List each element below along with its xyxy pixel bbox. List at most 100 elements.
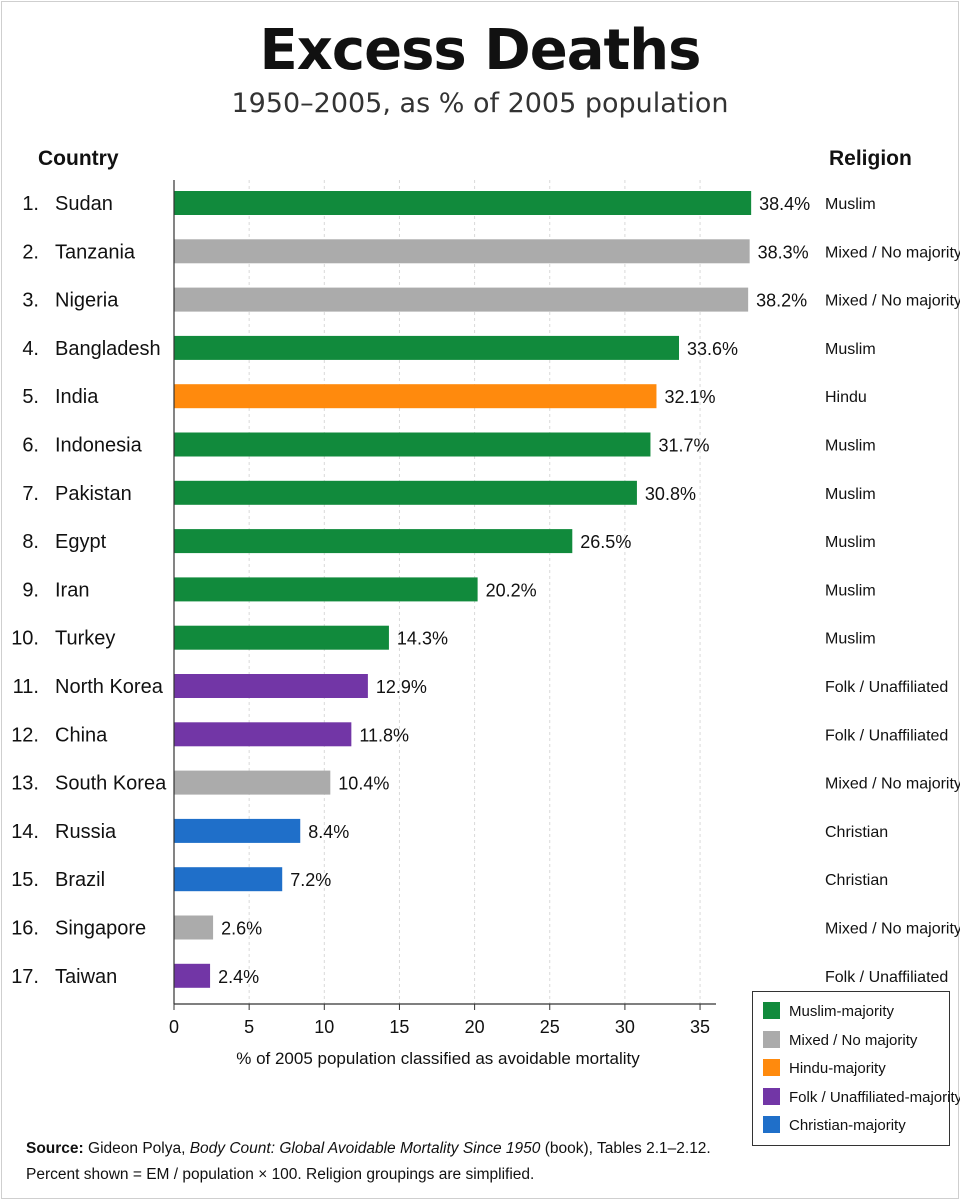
x-axis-label: % of 2005 population classified as avoid… [236,1049,640,1068]
rank-label: 12. [11,724,39,746]
rank-label: 4. [22,338,39,360]
legend-swatch [763,1116,780,1133]
country-label: Bangladesh [55,338,161,360]
legend: Muslim-majority Mixed / No majority Hindu-… [752,991,960,1146]
religion-label: Folk / Unaffiliated [825,679,948,696]
rank-label: 10. [11,628,39,650]
value-label: 11.8% [359,725,409,745]
chart-title: Excess Deaths [259,18,702,83]
country-label: Turkey [55,628,115,650]
legend-label: Muslim-majority [789,1003,894,1020]
legend-item: Christian-majority [763,1116,906,1134]
religion-label: Muslim [825,534,876,551]
bar [174,384,657,409]
value-label: 26.5% [580,532,631,552]
religion-label: Christian [825,872,888,889]
legend-swatch [763,1030,780,1048]
x-tick-label: 25 [540,1017,560,1037]
bar [174,674,368,698]
legend-swatch [763,1059,780,1076]
bar [174,963,211,988]
country-label: North Korea [55,676,164,698]
bar [174,818,301,843]
legend-label: Hindu-majority [789,1060,886,1077]
country-label: South Korea [55,773,167,795]
value-label: 7.2% [290,870,331,890]
source-book: Body Count: Global Avoidable Mortality S… [189,1140,541,1157]
rank-label: 16. [11,918,39,940]
value-label: 8.4% [308,822,349,842]
religion-label: Muslim [825,582,876,599]
religion-label: Mixed / No majority [825,921,960,938]
bar [174,867,283,892]
value-label: 2.6% [221,919,262,939]
legend-item: Mixed / No majority [763,1030,918,1049]
country-label: India [55,386,99,408]
legend-label: Christian-majority [789,1117,906,1134]
rank-label: 7. [22,483,39,505]
rank-label: 13. [11,773,39,795]
religion-label: Hindu [825,389,867,406]
value-label: 12.9% [376,677,427,697]
religion-label: Christian [825,824,888,841]
country-label: China [55,724,108,746]
legend-item: Muslim-majority [763,1002,894,1020]
chart-subtitle: 1950–2005, as % of 2005 population [231,88,729,119]
value-label: 38.4% [759,194,810,214]
source-label: Source: [26,1140,84,1157]
bar [174,287,749,312]
value-label: 2.4% [218,967,259,987]
rank-label: 5. [22,386,39,408]
country-column-header: Country [38,147,119,170]
legend-item: Folk / Unaffiliated-majority [763,1087,960,1106]
religion-label: Muslim [825,438,876,455]
country-label: Iran [55,579,89,601]
value-label: 38.3% [758,242,809,262]
country-label: Russia [55,821,117,843]
rank-label: 9. [22,579,39,601]
religion-label: Folk / Unaffiliated [825,727,948,744]
bar [174,239,750,264]
value-label: 20.2% [486,580,537,600]
religion-label: Muslim [825,196,876,213]
source-note: Source: Gideon Polya, Body Count: Global… [26,1136,711,1188]
rank-label: 6. [22,435,39,457]
x-tick-label: 0 [169,1017,179,1037]
x-tick-label: 20 [465,1017,485,1037]
rank-label: 1. [22,193,39,215]
rank-label: 17. [11,966,39,988]
legend-swatch [763,1002,780,1019]
value-label: 14.3% [397,629,448,649]
religion-label: Mixed / No majority [825,776,960,793]
source-author: Gideon Polya, [88,1140,186,1157]
bar [174,432,651,457]
bar [174,625,389,650]
religion-label: Mixed / No majority [825,293,960,310]
religion-label: Folk / Unaffiliated [825,969,948,986]
value-label: 30.8% [645,484,696,504]
religion-label: Muslim [825,341,876,358]
country-label: Nigeria [55,290,119,312]
value-label: 33.6% [687,339,738,359]
value-label: 31.7% [658,436,709,456]
legend-label: Mixed / No majority [789,1031,918,1049]
source-line: Source: Gideon Polya, Body Count: Global… [26,1136,711,1162]
bar [174,770,331,795]
country-label: Tanzania [55,241,136,263]
legend-swatch [763,1087,780,1105]
bar [174,577,478,602]
country-label: Pakistan [55,483,132,505]
source-rest: (book), Tables 2.1–2.12. [544,1140,711,1157]
legend-item: Hindu-majority [763,1059,886,1077]
religion-label: Muslim [825,631,876,648]
x-tick-label: 5 [244,1017,254,1037]
religion-label: Muslim [825,486,876,503]
legend-label: Folk / Unaffiliated-majority [789,1088,960,1106]
value-label: 32.1% [664,387,715,407]
country-label: Egypt [55,531,107,553]
bar [174,191,752,215]
rank-label: 14. [11,821,39,843]
country-label: Brazil [55,869,105,891]
rank-label: 15. [11,869,39,891]
